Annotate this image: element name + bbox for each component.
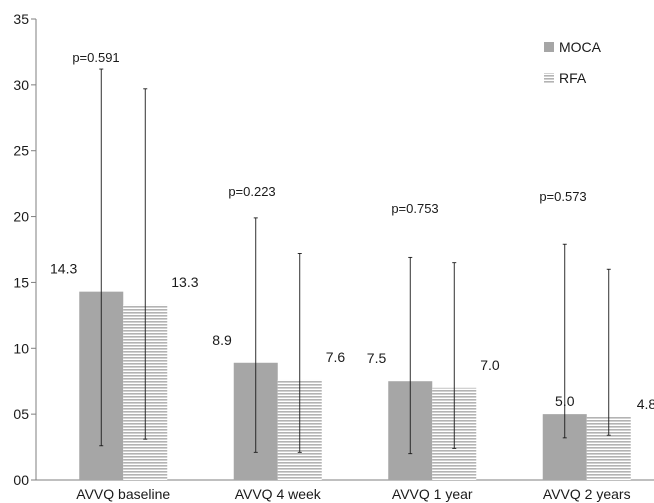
data-label-rfa: 13.3 xyxy=(171,274,198,290)
data-label-rfa: 4.8 xyxy=(637,396,654,412)
legend-label-rfa: RFA xyxy=(559,70,587,86)
data-label-moca: 14.3 xyxy=(50,261,77,277)
error-bars xyxy=(99,69,611,454)
p-value-labels: p=0.591 p=0.223 p=0.753 p=0.573 xyxy=(72,50,586,216)
y-tick-label: 25 xyxy=(13,143,29,159)
legend-label-moca: MOCA xyxy=(559,39,602,55)
p-value-label: p=0.753 xyxy=(391,201,438,216)
p-value-label: p=0.591 xyxy=(72,50,119,65)
y-tick-label: 00 xyxy=(13,472,29,488)
data-label-rfa: 7.0 xyxy=(480,357,500,373)
category-label: AVVQ 2 years xyxy=(543,486,631,502)
data-label-moca: 7.5 xyxy=(367,350,387,366)
category-label: AVVQ baseline xyxy=(76,486,170,502)
category-label: AVVQ 4 week xyxy=(235,486,322,502)
legend-swatch-rfa xyxy=(544,73,554,83)
data-label-moca: 8.9 xyxy=(212,332,232,348)
category-labels: AVVQ baseline AVVQ 4 week AVVQ 1 year AVVQ … xyxy=(76,486,630,502)
y-tick-label: 35 xyxy=(13,11,29,27)
legend-swatch-moca xyxy=(544,42,554,52)
category-label: AVVQ 1 year xyxy=(392,486,473,502)
y-tick-label: 15 xyxy=(13,274,29,290)
y-tick-label: 20 xyxy=(13,209,29,225)
data-label-rfa: 7.6 xyxy=(326,349,346,365)
y-tick-label: 05 xyxy=(13,406,29,422)
p-value-label: p=0.223 xyxy=(228,184,275,199)
bars xyxy=(79,292,631,480)
legend: MOCA RFA xyxy=(544,39,602,86)
y-tick-label: 10 xyxy=(13,340,29,356)
y-tick-label: 30 xyxy=(13,77,29,93)
data-label-moca: 5.0 xyxy=(555,393,575,409)
p-value-label: p=0.573 xyxy=(539,189,586,204)
